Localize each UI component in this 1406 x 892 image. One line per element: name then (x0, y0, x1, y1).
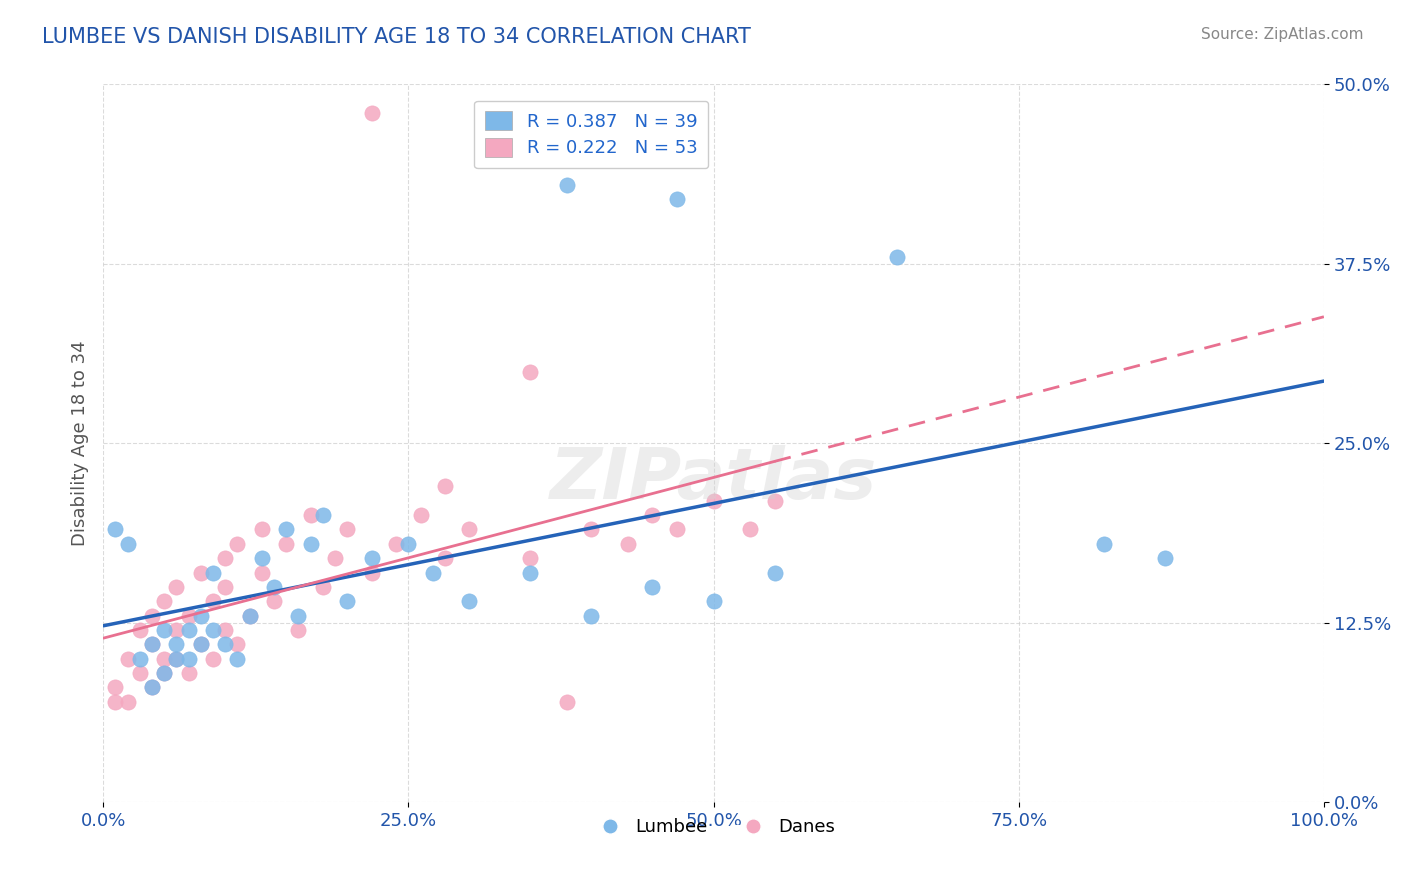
Point (555, 695, 578, 709)
Point (740, 523, 762, 537)
Point (177, 623, 200, 637)
Point (641, 508, 664, 523)
Y-axis label: Disability Age 18 to 34: Disability Age 18 to 34 (72, 341, 89, 546)
Point (263, 594, 285, 608)
Point (702, 594, 724, 608)
Point (190, 637, 212, 651)
Point (336, 523, 359, 537)
Point (276, 537, 298, 551)
Point (581, 523, 603, 537)
Point (104, 681, 127, 695)
Point (141, 681, 163, 695)
Point (226, 651, 249, 665)
Point (250, 566, 273, 580)
Point (323, 551, 346, 566)
Point (141, 681, 163, 695)
Point (165, 623, 187, 637)
Point (763, 566, 786, 580)
Point (458, 594, 481, 608)
Point (153, 666, 176, 681)
Point (153, 651, 176, 665)
Point (214, 580, 236, 594)
Point (422, 566, 444, 580)
Point (153, 666, 176, 681)
Point (201, 566, 224, 580)
Point (360, 566, 382, 580)
Point (287, 623, 309, 637)
Point (287, 608, 309, 623)
Point (177, 651, 200, 665)
Point (165, 637, 187, 651)
Point (201, 651, 224, 665)
Point (519, 365, 541, 379)
Point (617, 537, 640, 551)
Point (128, 666, 150, 681)
Text: Source: ZipAtlas.com: Source: ZipAtlas.com (1201, 27, 1364, 42)
Point (165, 651, 187, 665)
Point (299, 508, 322, 523)
Point (581, 608, 603, 623)
Point (385, 537, 408, 551)
Point (263, 580, 285, 594)
Point (141, 637, 163, 651)
Point (886, 250, 908, 264)
Point (299, 537, 322, 551)
Point (250, 523, 273, 537)
Point (276, 523, 298, 537)
Point (336, 594, 359, 608)
Point (519, 566, 541, 580)
Point (641, 580, 664, 594)
Point (433, 479, 456, 493)
Point (117, 695, 139, 709)
Point (214, 623, 236, 637)
Point (312, 580, 335, 594)
Point (360, 551, 382, 566)
Point (117, 537, 139, 551)
Point (519, 551, 541, 566)
Point (201, 594, 224, 608)
Point (165, 651, 187, 665)
Point (409, 508, 432, 523)
Point (177, 608, 200, 623)
Point (665, 523, 688, 537)
Point (396, 537, 419, 551)
Point (141, 637, 163, 651)
Point (201, 623, 224, 637)
Point (153, 594, 176, 608)
Legend: Lumbee, Danes: Lumbee, Danes (585, 811, 842, 844)
Point (250, 551, 273, 566)
Point (763, 493, 786, 508)
Point (177, 666, 200, 681)
Point (312, 508, 335, 523)
Point (214, 637, 236, 651)
Point (226, 637, 249, 651)
Point (239, 608, 262, 623)
Point (1154, 551, 1177, 566)
Point (128, 651, 150, 665)
Point (165, 580, 187, 594)
Point (214, 551, 236, 566)
Point (117, 651, 139, 665)
Point (226, 537, 249, 551)
Point (1092, 537, 1115, 551)
Point (555, 178, 578, 192)
Point (104, 695, 127, 709)
Point (153, 623, 176, 637)
Point (360, 106, 382, 120)
Text: LUMBEE VS DANISH DISABILITY AGE 18 TO 34 CORRELATION CHART: LUMBEE VS DANISH DISABILITY AGE 18 TO 34… (42, 27, 751, 46)
Point (239, 608, 262, 623)
Point (702, 493, 724, 508)
Point (104, 523, 127, 537)
Point (433, 551, 456, 566)
Point (190, 608, 212, 623)
Point (190, 566, 212, 580)
Point (141, 608, 163, 623)
Point (190, 637, 212, 651)
Point (458, 523, 481, 537)
Text: ZIPatlas: ZIPatlas (550, 445, 877, 514)
Point (128, 623, 150, 637)
Point (665, 192, 688, 206)
